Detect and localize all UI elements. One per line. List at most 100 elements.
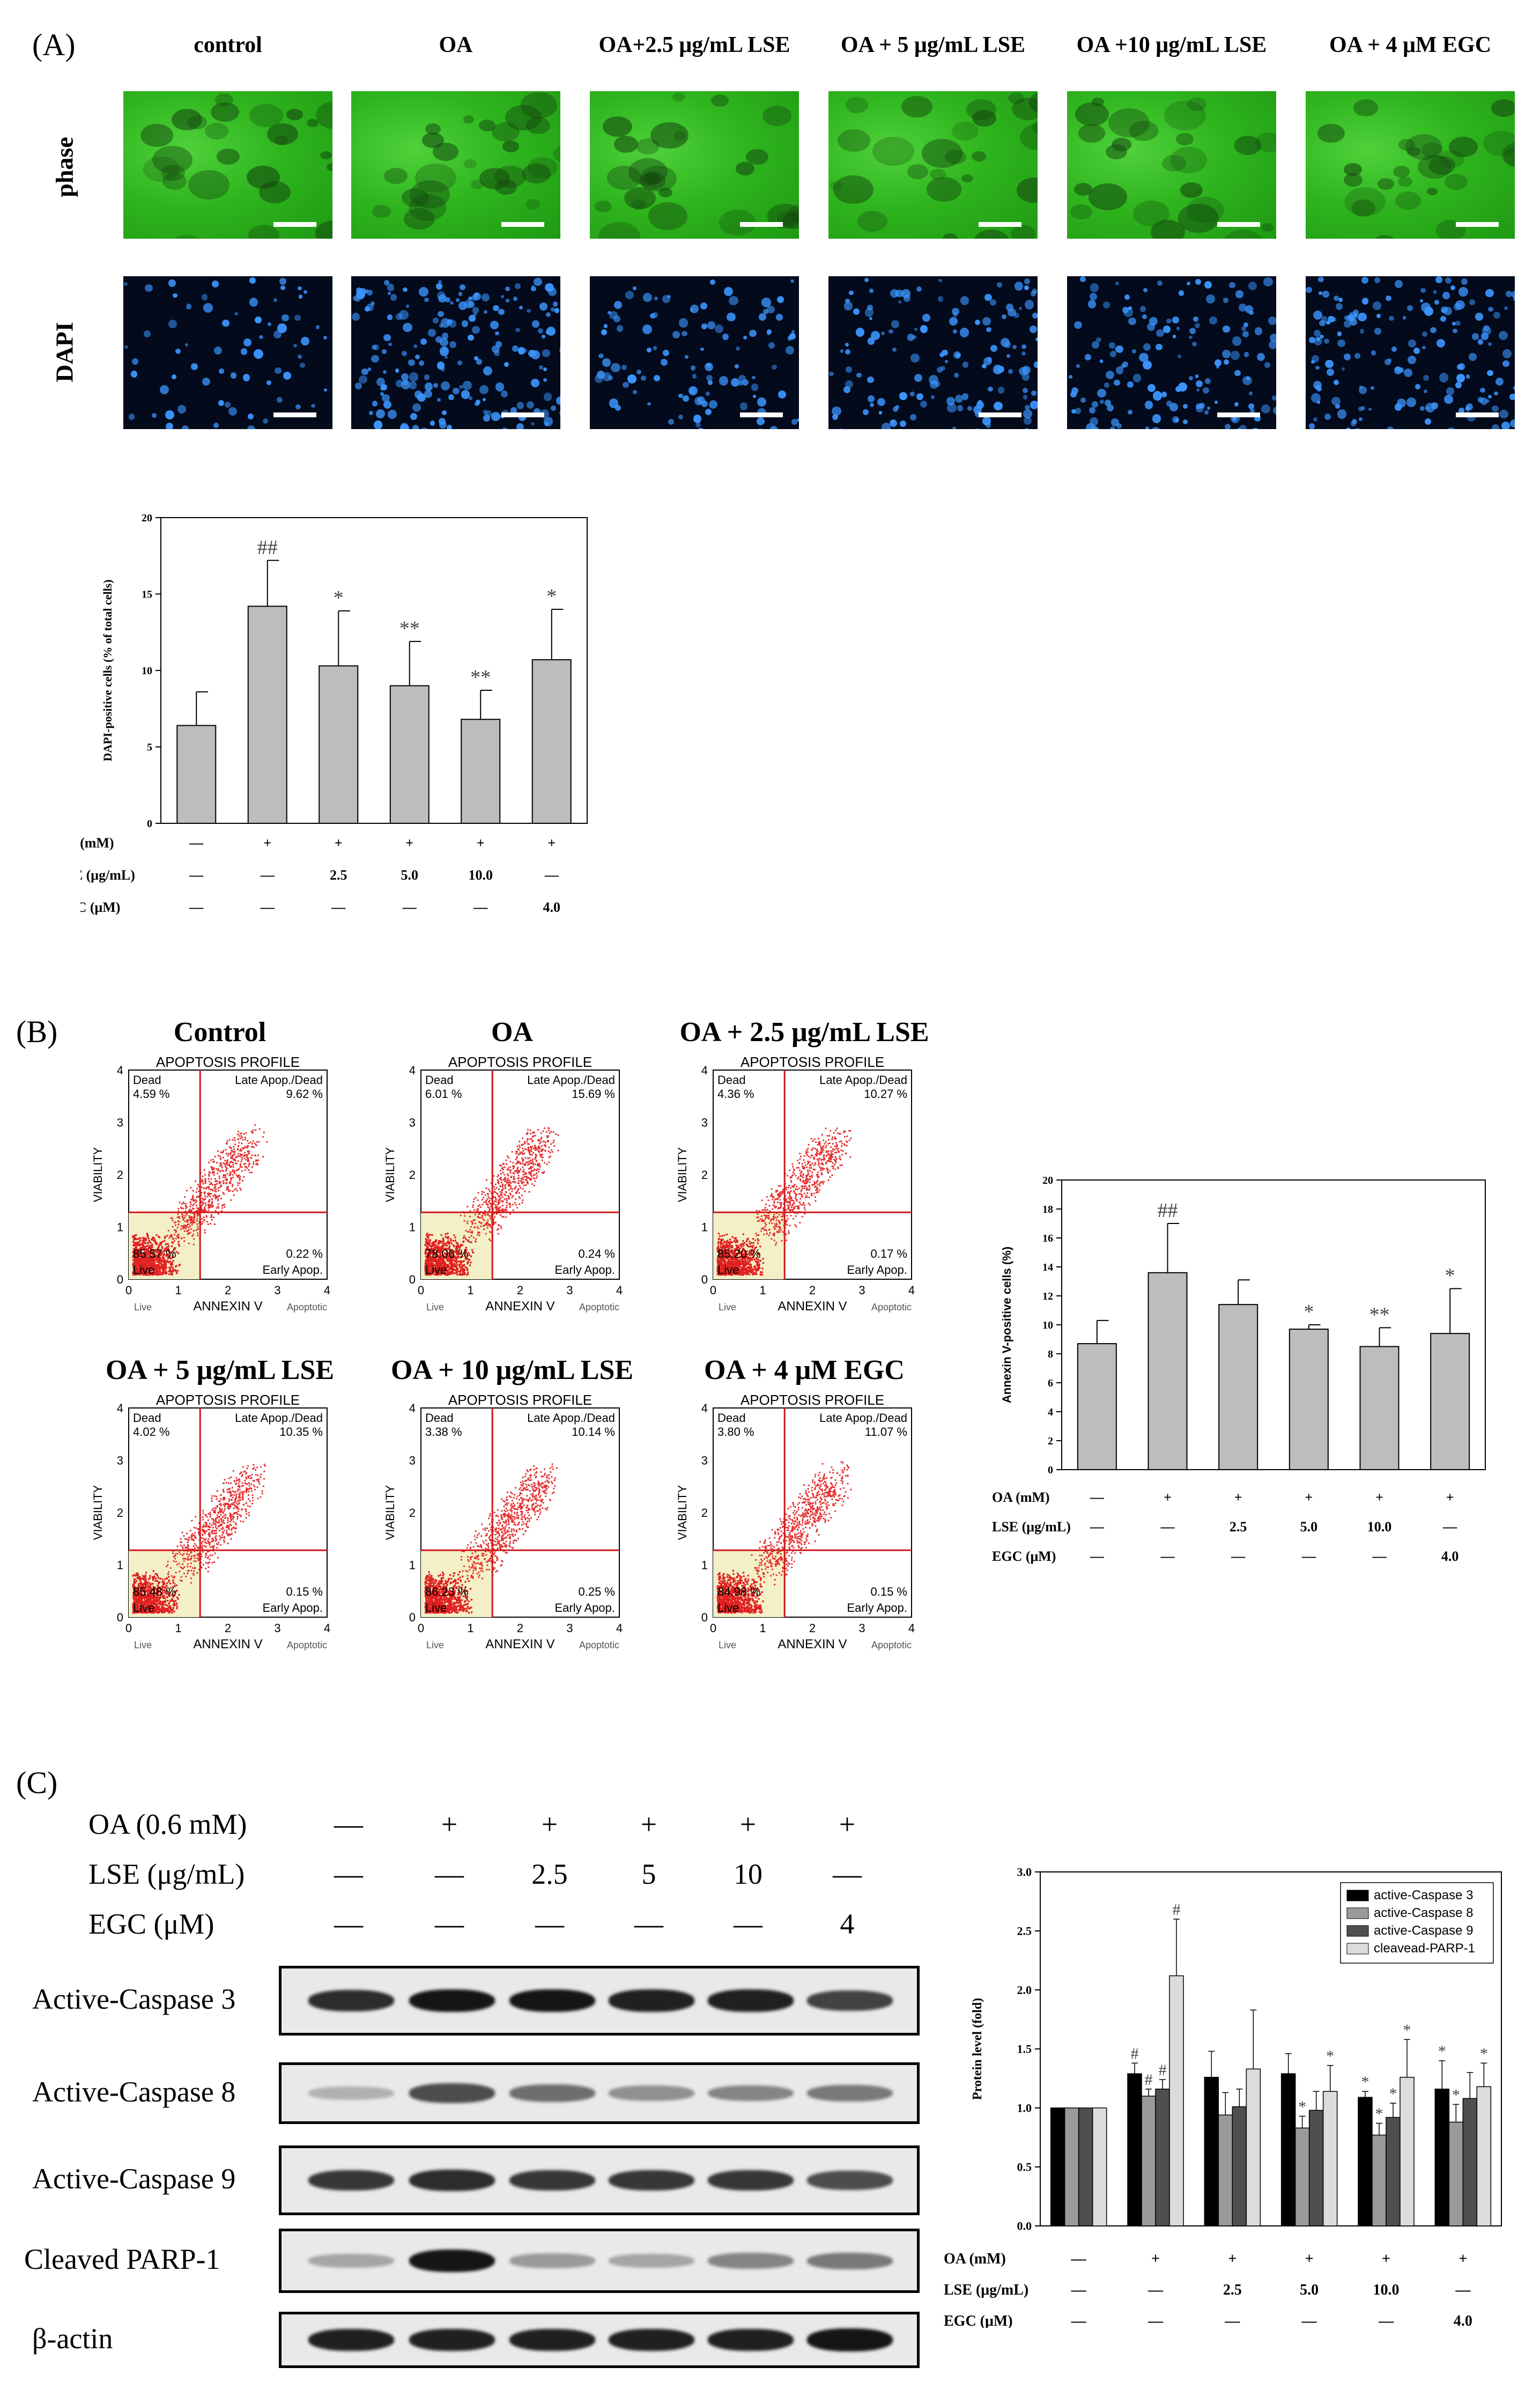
dapi-nucleus xyxy=(952,312,958,317)
dapi-nucleus xyxy=(1106,404,1114,411)
y-tick-label: 4 xyxy=(409,1064,416,1077)
flow-events xyxy=(132,1124,268,1276)
phase-cell-cluster xyxy=(1351,200,1376,217)
dapi-nucleus xyxy=(1455,381,1462,388)
dapi-nucleus xyxy=(849,290,854,296)
dapi-nucleus xyxy=(173,293,177,298)
dapi-nucleus xyxy=(418,360,425,366)
treatment-value: — xyxy=(1442,1519,1457,1535)
dapi-nucleus xyxy=(1178,382,1188,392)
dapi-nucleus xyxy=(1368,408,1372,411)
x-tick-label: 2 xyxy=(517,1284,523,1297)
dapi-nucleus xyxy=(479,385,489,395)
dapi-nucleus xyxy=(1122,307,1129,314)
dapi-nucleus xyxy=(692,374,697,379)
dapi-nucleus xyxy=(439,417,446,425)
dapi-nucleus xyxy=(234,312,238,316)
dapi-nucleus xyxy=(1024,300,1034,309)
dapi-nucleus xyxy=(1085,354,1091,360)
dapi-nucleus xyxy=(211,280,219,287)
dapi-nucleus xyxy=(1415,384,1420,390)
y-tick-label: 5 xyxy=(147,742,152,754)
phase-cell-cluster xyxy=(1176,132,1194,145)
blot-band xyxy=(807,2328,893,2351)
y-tick-label: 0 xyxy=(701,1611,708,1624)
phase-cell-cluster xyxy=(838,129,870,152)
dapi-nucleus xyxy=(642,293,652,302)
dapi-nucleus xyxy=(401,380,411,389)
significance-mark: ## xyxy=(257,536,278,559)
dapi-nucleus xyxy=(1094,427,1099,429)
treatment-value: + xyxy=(1305,2251,1314,2267)
dapi-nucleus xyxy=(1362,298,1369,305)
phase-cell-cluster xyxy=(425,123,441,135)
flow-title-4: OA + 10 μg/mL LSE xyxy=(390,1355,634,1385)
dapi-nucleus xyxy=(1513,386,1515,390)
dapi-nucleus xyxy=(768,342,775,349)
dapi-nucleus xyxy=(1315,365,1320,370)
dapi-nucleus xyxy=(1071,409,1076,414)
y-tick-label: 10 xyxy=(1042,1319,1053,1331)
condition-title-0: control xyxy=(194,33,262,57)
significance-mark: # xyxy=(1131,2045,1139,2062)
dapi-nucleus xyxy=(1248,281,1257,290)
dapi-nucleus xyxy=(491,411,501,421)
quadrant-label-late: Late Apop./Dead xyxy=(235,1411,323,1425)
dapi-nucleus xyxy=(168,320,177,328)
dapi-nucleus xyxy=(1178,290,1184,296)
bar-1-1 xyxy=(1141,2096,1156,2226)
dapi-nucleus xyxy=(1193,316,1199,322)
phase-cell-cluster xyxy=(1234,136,1261,155)
bar-3-4 xyxy=(1400,2077,1415,2226)
phase-cell-cluster xyxy=(1393,165,1410,178)
dapi-nucleus xyxy=(1232,336,1241,346)
panel-b-letter: (B) xyxy=(16,1014,58,1049)
quadrant-value-early: 0.17 % xyxy=(871,1247,908,1260)
y-tick-label: 3.0 xyxy=(1017,1865,1032,1879)
x-tick-label: 0 xyxy=(125,1621,132,1635)
scale-bar xyxy=(979,412,1021,417)
dapi-nucleus xyxy=(545,312,551,317)
x-tick-label: 2 xyxy=(225,1621,231,1635)
phase-cell-cluster xyxy=(1111,137,1131,152)
row-label-phase: phase xyxy=(50,137,78,197)
dapi-nucleus xyxy=(1014,282,1024,291)
phase-cell-cluster xyxy=(1161,154,1186,172)
dapi-nucleus xyxy=(1128,409,1133,415)
dapi-nucleus xyxy=(1434,300,1439,305)
x-tick-label: 3 xyxy=(274,1621,280,1635)
dapi-nucleus xyxy=(753,395,757,399)
dapi-nucleus xyxy=(373,344,380,350)
dapi-nucleus xyxy=(609,311,618,319)
dapi-nucleus xyxy=(172,374,176,379)
flow-y-label: VIABILITY xyxy=(91,1485,105,1540)
phase-cell-cluster xyxy=(907,164,928,179)
dapi-nucleus xyxy=(846,366,853,373)
quadrant-value-dead: 4.36 % xyxy=(717,1087,754,1101)
dapi-nucleus xyxy=(552,301,558,307)
phase-cell-cluster xyxy=(1178,204,1219,233)
dapi-nucleus xyxy=(942,349,948,356)
quadrant-value-late: 15.69 % xyxy=(572,1087,615,1101)
dapi-nucleus xyxy=(1109,426,1116,429)
dapi-nucleus xyxy=(623,381,629,388)
legend-swatch xyxy=(1346,1925,1369,1937)
dapi-nucleus xyxy=(144,330,151,337)
dapi-nucleus xyxy=(1241,326,1247,331)
dapi-nucleus xyxy=(502,427,508,429)
dapi-nucleus xyxy=(124,282,128,286)
quadrant-value-live: 78.06 % xyxy=(425,1247,469,1260)
dapi-nucleus xyxy=(761,298,771,307)
dapi-nucleus xyxy=(1228,282,1235,289)
dapi-nucleus xyxy=(891,320,899,328)
dapi-nucleus xyxy=(1031,390,1036,396)
bar-4 xyxy=(461,719,501,824)
y-tick-label: 1 xyxy=(117,1559,123,1572)
blot-label: Active-Caspase 8 xyxy=(32,2075,236,2108)
dapi-nucleus xyxy=(1440,315,1447,322)
phase-image-2 xyxy=(590,91,799,239)
dapi-nucleus xyxy=(316,325,320,329)
quadrant-label-dead: Dead xyxy=(425,1411,454,1425)
dapi-nucleus xyxy=(437,397,441,402)
dapi-nucleus xyxy=(1419,405,1425,411)
